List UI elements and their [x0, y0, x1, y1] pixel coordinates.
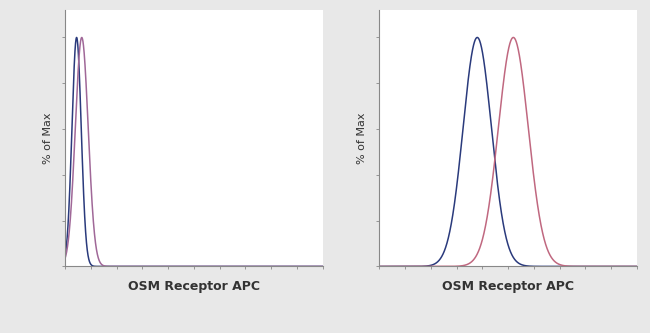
Y-axis label: % of Max: % of Max [357, 113, 367, 164]
X-axis label: OSM Receptor APC: OSM Receptor APC [128, 280, 260, 293]
Y-axis label: % of Max: % of Max [42, 113, 53, 164]
X-axis label: OSM Receptor APC: OSM Receptor APC [442, 280, 574, 293]
